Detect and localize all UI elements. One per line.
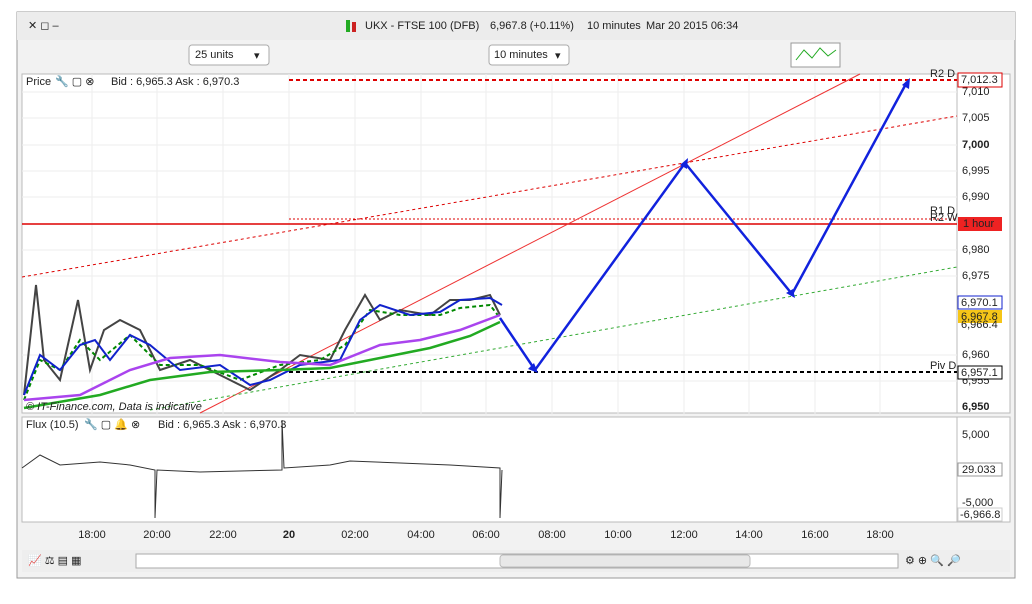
level-label: R1 D <box>930 205 955 217</box>
trend-line <box>21 115 958 278</box>
watermark: © IT-Finance.com, Data is indicative <box>26 401 202 413</box>
tag <box>957 462 1003 477</box>
quote: 6,967.8 (+0.11%) <box>490 20 574 32</box>
strategy-button[interactable] <box>790 42 841 68</box>
tag <box>958 310 1002 323</box>
y-label: -5,000 <box>962 497 993 509</box>
y-label: 6,960 <box>962 349 990 361</box>
x-label: 22:00 <box>209 529 237 541</box>
units-dropdown[interactable] <box>188 44 270 66</box>
y-label: 6,975 <box>962 270 990 282</box>
tag-text: 6,957.1 <box>961 367 998 379</box>
interval-dropdown[interactable] <box>488 44 570 66</box>
x-label: 06:00 <box>472 529 500 541</box>
x-label: 08:00 <box>538 529 566 541</box>
x-label: 20 <box>283 529 295 541</box>
y-label: 6,980 <box>962 244 990 256</box>
panel-label: Flux (10.5) <box>26 419 79 431</box>
icon <box>346 20 350 32</box>
tag-text: -6,966.8 <box>960 509 1000 521</box>
y-label: 7,000 <box>962 139 990 151</box>
tag-text: 6,966.4 <box>961 319 998 331</box>
tool-icons[interactable]: 📈 ⚖ ▤ ▦ <box>28 554 82 567</box>
datetime: Mar 20 2015 06:34 <box>646 20 738 32</box>
tag-text: 6,967.8 <box>961 311 998 323</box>
tag <box>957 72 1003 88</box>
tag-text: 7,012.3 <box>961 74 998 86</box>
tag-text: 29.033 <box>962 464 996 476</box>
scroll-thumb[interactable] <box>499 554 751 568</box>
x-label: 10:00 <box>604 529 632 541</box>
level-label: Piv D <box>930 360 956 372</box>
panel-icons[interactable]: 🔧 ▢ ⊗ <box>55 74 94 88</box>
tag <box>957 365 1003 380</box>
x-labels: 18:00 20:00 22:00 20 02:00 04:00 06:00 08:00 10:… <box>78 529 894 541</box>
price-panel <box>21 73 958 414</box>
price-line <box>23 284 501 396</box>
x-label: 20:00 <box>143 529 171 541</box>
x-label: 14:00 <box>735 529 763 541</box>
ma-purple <box>23 313 501 402</box>
title-bar <box>17 12 1015 40</box>
x-label: 18:00 <box>866 529 894 541</box>
flux-panel <box>21 416 958 523</box>
window-controls[interactable]: ✕ ◻ ‒ <box>28 20 59 32</box>
arrowheads <box>528 78 910 373</box>
x-label: 16:00 <box>801 529 829 541</box>
zoom-icons[interactable]: ⚙ ⊕ 🔍 🔎 <box>905 553 961 567</box>
trend-line <box>149 266 958 411</box>
symbol: UKX - FTSE 100 (DFB) <box>365 20 479 32</box>
tag-text: 6,970.1 <box>961 297 998 309</box>
interval: 10 minutes <box>587 20 641 32</box>
x-label: 02:00 <box>341 529 369 541</box>
bid-ask: Bid : 6,965.3 Ask : 6,970.3 <box>111 76 239 88</box>
level-label: R2 W <box>930 212 958 224</box>
caret: ▾ <box>254 50 260 62</box>
price-axis <box>956 73 1011 414</box>
x-label: 04:00 <box>407 529 435 541</box>
panel-label: Price <box>26 76 51 88</box>
flux-line <box>21 419 503 519</box>
icon <box>352 22 356 32</box>
caret: ▾ <box>555 50 561 62</box>
level-label: R2 D <box>930 68 955 80</box>
ma-dashed <box>23 303 501 401</box>
y-label: 6,995 <box>962 165 990 177</box>
y-label: 6,950 <box>962 401 990 413</box>
tag-text: 1 hour <box>963 218 995 230</box>
y-label: 6,990 <box>962 191 990 203</box>
icon <box>795 47 837 61</box>
y-label: 7,005 <box>962 112 990 124</box>
tag <box>957 507 1003 522</box>
units: 25 units <box>195 49 234 61</box>
ma-green <box>23 320 501 410</box>
tag <box>958 217 1002 231</box>
y-label: 7,010 <box>962 86 990 98</box>
bid-ask: Bid : 6,965.3 Ask : 6,970.3 <box>158 419 286 431</box>
ma-blue <box>23 296 503 396</box>
tag <box>957 295 1003 310</box>
interval: 10 minutes <box>494 49 548 61</box>
panel-icons[interactable]: 🔧 ▢ 🔔 ⊗ <box>84 417 140 431</box>
x-label: 18:00 <box>78 529 106 541</box>
y-label: 5,000 <box>962 429 990 441</box>
x-label: 12:00 <box>670 529 698 541</box>
